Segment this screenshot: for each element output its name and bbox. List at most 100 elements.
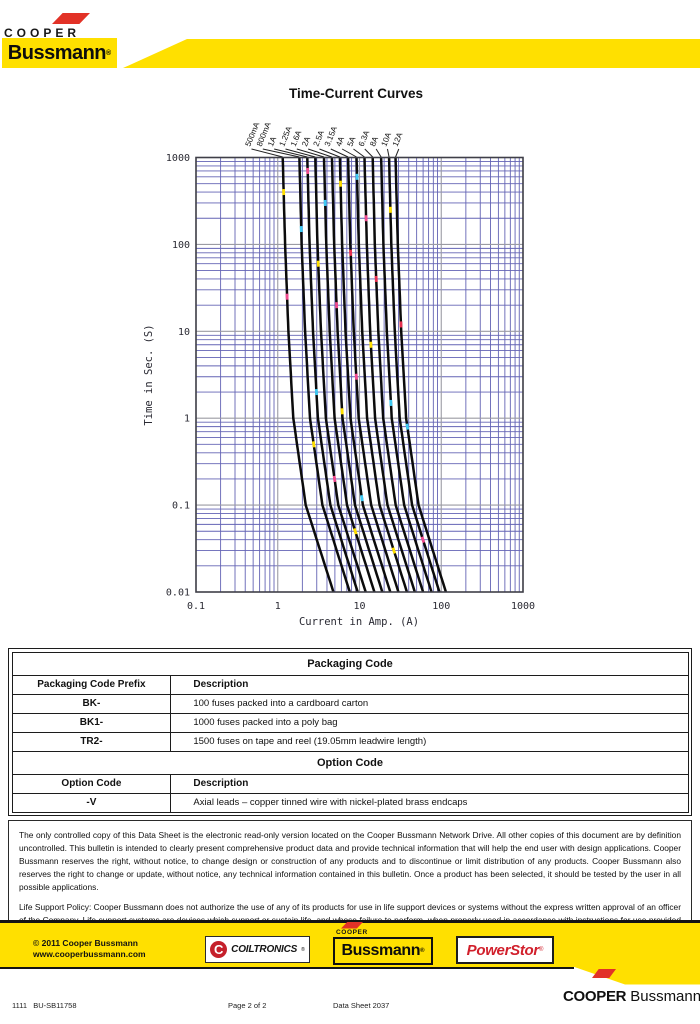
document-number: 1111 BU-SB11758	[12, 1001, 77, 1010]
bussmann-footer-logo: Bussmann ®	[333, 937, 433, 965]
fuse-curve-2A	[330, 157, 384, 593]
bussmann-wordmark: Bussmann	[630, 988, 700, 1005]
curve-marker	[420, 536, 426, 543]
bussmann-wordmark: Bussmann	[341, 942, 421, 959]
curve-marker	[369, 341, 373, 348]
option-col1-header: Option Code	[11, 773, 172, 794]
fuse-curve-500mA	[281, 157, 335, 593]
table-row: TR2- 1500 fuses on tape and reel (19.05m…	[11, 731, 689, 752]
coiltronics-wordmark: COILTRONICS	[231, 944, 298, 955]
registered-mark: ®	[301, 946, 305, 953]
table-row: Option Code	[11, 750, 689, 775]
curve-marker	[316, 260, 320, 267]
coiltronics-c-icon: C	[210, 941, 228, 958]
fuse-curve-4A	[355, 157, 409, 593]
curve-marker	[391, 547, 397, 554]
packaging-prefix: BK-	[11, 693, 172, 714]
curve-marker	[335, 302, 339, 309]
y-axis-title: Time in Sec. (S)	[143, 324, 155, 425]
curve-marker	[349, 249, 353, 256]
y-tick-label: 1	[184, 414, 190, 425]
curve-marker	[399, 321, 403, 328]
packaging-table-title: Packaging Code	[11, 651, 689, 676]
coiltronics-logo: C COILTRONICS ®	[205, 936, 310, 963]
code-tables: Packaging Code Packaging Code Prefix Des…	[8, 648, 692, 816]
curve-marker	[355, 173, 359, 180]
x-tick-label: 1	[275, 601, 281, 612]
curve-marker	[340, 408, 344, 415]
copyright-line: © 2011 Cooper Bussmann	[33, 938, 138, 948]
table-row: -V Axial leads – copper tinned wire with…	[11, 792, 689, 813]
packaging-prefix: BK1-	[11, 712, 172, 733]
curve-marker	[405, 423, 410, 430]
bussmann-wordmark: Bussmann	[7, 41, 107, 64]
curve-marker	[374, 275, 378, 283]
curve-marker	[314, 388, 319, 396]
curve-marker	[332, 475, 337, 483]
option-code: -V	[11, 792, 172, 813]
packaging-description: 1500 fuses on tape and reel (19.05mm lea…	[170, 731, 689, 752]
curve-marker	[360, 495, 364, 502]
table-row: Packaging Code	[11, 651, 689, 676]
curve-marker	[354, 373, 358, 380]
y-tick-label: 0.01	[166, 588, 190, 599]
curve-label-4A: 4A	[334, 135, 346, 148]
copyright-block: © 2011 Cooper Bussmann www.cooperbussman…	[33, 938, 146, 960]
registered-mark: ®	[106, 49, 112, 57]
x-tick-label: 1000	[511, 601, 535, 612]
curve-marker	[353, 527, 358, 535]
option-table-title: Option Code	[11, 750, 689, 775]
fuse-curve-12A	[394, 157, 448, 593]
website-line: www.cooperbussmann.com	[33, 949, 146, 960]
fuse-curve-1A	[306, 157, 359, 593]
curve-marker	[299, 226, 303, 233]
curve-marker	[311, 441, 316, 448]
cooper-wordmark: COOPER	[4, 26, 81, 40]
cooper-flag-icon	[341, 922, 363, 929]
y-tick-label: 10	[178, 327, 190, 338]
fuse-curve-2.5A	[338, 157, 392, 593]
datasheet-number: Data Sheet 2037	[333, 1001, 390, 1010]
table-row: BK1- 1000 fuses packed into a poly bag	[11, 712, 689, 733]
chart-title: Time-Current Curves	[288, 86, 424, 101]
curve-marker	[388, 206, 392, 213]
fuse-curve-8A	[379, 157, 433, 593]
cooper-bussmann-logo: COOPER Bussmann	[563, 988, 700, 1006]
curve-marker	[364, 215, 368, 222]
packaging-col1-header: Packaging Code Prefix	[11, 674, 172, 695]
packaging-description: 100 fuses packed into a cardboard carton	[170, 693, 689, 714]
page-number: Page 2 of 2	[228, 1001, 267, 1010]
y-tick-label: 1000	[166, 153, 190, 164]
cooper-wordmark: COOPER	[563, 988, 627, 1005]
curve-marker	[389, 399, 393, 406]
curve-label-1A: 1A	[266, 135, 278, 148]
fuse-curve-6.3A	[371, 157, 425, 593]
footer-top-rule	[0, 920, 700, 923]
table-row: Option Code Description	[11, 773, 689, 794]
x-tick-label: 0.1	[187, 601, 205, 612]
powerstor-logo: PowerStor ®	[456, 936, 554, 964]
x-tick-label: 100	[432, 601, 450, 612]
curve-marker	[339, 180, 343, 187]
header-yellow-band	[123, 39, 700, 68]
option-col2-header: Description	[170, 773, 689, 794]
fuse-curve-5A	[363, 157, 416, 593]
table-row: BK- 100 fuses packed into a cardboard ca…	[11, 693, 689, 714]
curve-marker	[285, 293, 289, 300]
footer-bottom-rule	[0, 966, 574, 969]
x-tick-label: 10	[353, 601, 365, 612]
curve-label-12A: 12A	[391, 131, 405, 148]
curve-marker	[306, 167, 310, 174]
powerstor-wordmark: PowerStor	[466, 941, 540, 959]
cooper-small-wordmark: COOPER	[336, 929, 368, 936]
packaging-description: 1000 fuses packed into a poly bag	[170, 712, 689, 733]
fuse-curve-10A	[387, 157, 441, 593]
registered-mark: ®	[538, 947, 544, 953]
curve-marker	[323, 199, 327, 206]
bussmann-logo: Bussmann ®	[2, 38, 117, 68]
curve-label-5A: 5A	[345, 135, 357, 148]
curve-marker	[282, 189, 286, 196]
fuse-curve-1.25A	[314, 157, 367, 593]
